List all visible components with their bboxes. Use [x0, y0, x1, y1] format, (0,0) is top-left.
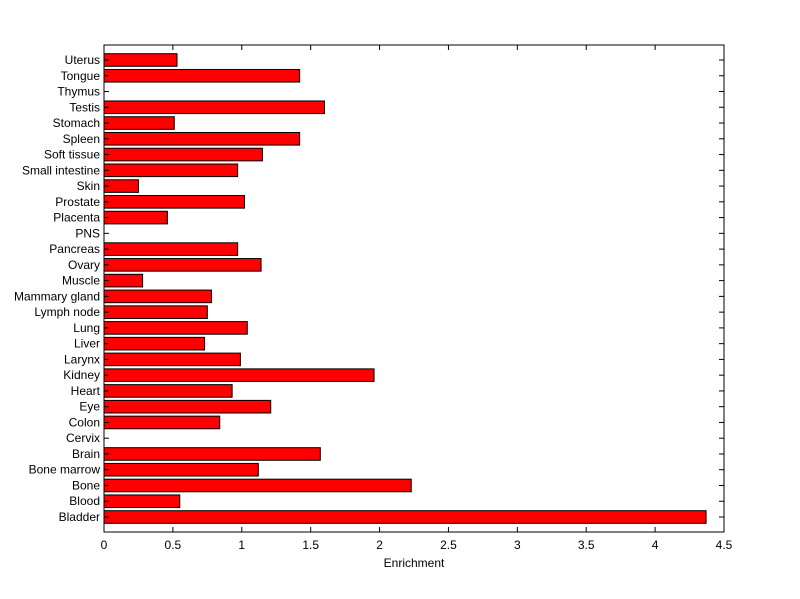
y-tick-label: Lymph node [34, 305, 100, 319]
bar-larynx [103, 352, 241, 367]
y-tick-label: Bone [72, 478, 100, 492]
y-tick-label: Cervix [66, 431, 100, 445]
y-tick-label: Uterus [65, 53, 100, 67]
y-tick-label: Mammary gland [14, 289, 100, 303]
bar-muscle [103, 273, 144, 288]
bar-mammary-gland [103, 289, 212, 304]
y-tick-label: Colon [69, 415, 100, 429]
bar-eye [103, 399, 272, 414]
bar-stomach [103, 116, 175, 130]
y-tick-label: Eye [79, 400, 100, 414]
bar-bladder [103, 510, 707, 524]
y-tick-label: Brain [72, 447, 100, 461]
y-tick-label: Prostate [55, 195, 100, 209]
x-tick-label: 2 [376, 538, 383, 552]
y-tick-label: Skin [77, 179, 100, 193]
bar-heart [103, 384, 233, 398]
y-tick-label: Muscle [62, 274, 100, 288]
bar-soft-tissue [103, 147, 263, 162]
y-tick-label: Small intestine [22, 163, 100, 177]
bar-ovary [103, 258, 262, 272]
x-tick-label: 2.5 [440, 538, 457, 552]
x-tick-label: 4.5 [716, 538, 733, 552]
y-tick-label: Bone marrow [29, 463, 101, 477]
bar-liver [103, 336, 206, 351]
y-tick-label: Tongue [61, 69, 101, 83]
y-tick-label: Larynx [64, 352, 100, 366]
x-tick-label: 1 [238, 538, 245, 552]
y-tick-label: Kidney [63, 368, 100, 382]
y-tick-label: Testis [69, 100, 100, 114]
bar-uterus [103, 53, 178, 67]
y-tick-label: Spleen [63, 132, 100, 146]
x-tick-label: 0 [101, 538, 108, 552]
bar-testis [103, 100, 325, 115]
bar-pancreas [103, 242, 239, 256]
bar-small-intestine [103, 163, 239, 178]
y-tick-label: Ovary [68, 258, 100, 272]
x-axis-label: Enrichment [384, 556, 445, 570]
y-tick-label: Lung [73, 321, 100, 335]
y-tick-label: Heart [71, 384, 101, 398]
bar-tongue [103, 68, 301, 83]
x-tick-label: 0.5 [165, 538, 182, 552]
bar-colon [103, 415, 221, 430]
bar-lymph-node [103, 305, 208, 319]
y-tick-label: Blood [69, 494, 100, 508]
y-tick-label: Pancreas [49, 242, 100, 256]
y-tick-label: Thymus [57, 85, 100, 99]
bar-brain [103, 447, 321, 461]
y-tick-label: Placenta [53, 211, 100, 225]
bar-kidney [103, 368, 375, 382]
bar-bone-marrow [103, 462, 259, 477]
bar-lung [103, 321, 248, 335]
x-tick-label: 1.5 [302, 538, 319, 552]
x-tick-label: 3.5 [578, 538, 595, 552]
bar-prostate [103, 195, 246, 209]
bar-skin [103, 179, 139, 193]
x-tick-label: 4 [652, 538, 659, 552]
x-tick-label: 3 [514, 538, 521, 552]
bar-bone [103, 478, 412, 493]
bar-spleen [103, 131, 301, 146]
y-tick-label: Soft tissue [44, 148, 100, 162]
y-tick-label: Bladder [59, 510, 100, 524]
y-tick-label: PNS [75, 226, 100, 240]
y-tick-label: Liver [74, 337, 100, 351]
y-tick-label: Stomach [53, 116, 100, 130]
bar-placenta [103, 210, 168, 225]
bar-blood [103, 494, 181, 509]
